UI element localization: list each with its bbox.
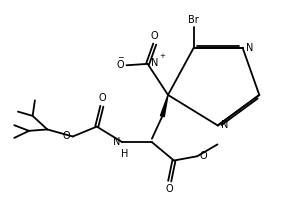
Text: N: N — [246, 43, 254, 53]
Text: O: O — [166, 184, 174, 194]
Text: O: O — [199, 151, 207, 161]
Text: H: H — [121, 149, 129, 159]
Text: −: − — [117, 53, 124, 62]
Text: N: N — [151, 58, 158, 68]
Text: O: O — [63, 131, 70, 141]
Text: N: N — [113, 137, 121, 147]
Text: +: + — [159, 53, 165, 59]
Text: N: N — [222, 120, 229, 130]
Text: O: O — [116, 60, 124, 70]
Text: O: O — [151, 31, 158, 41]
Polygon shape — [160, 95, 168, 117]
Text: Br: Br — [188, 15, 199, 25]
Text: O: O — [98, 93, 106, 103]
